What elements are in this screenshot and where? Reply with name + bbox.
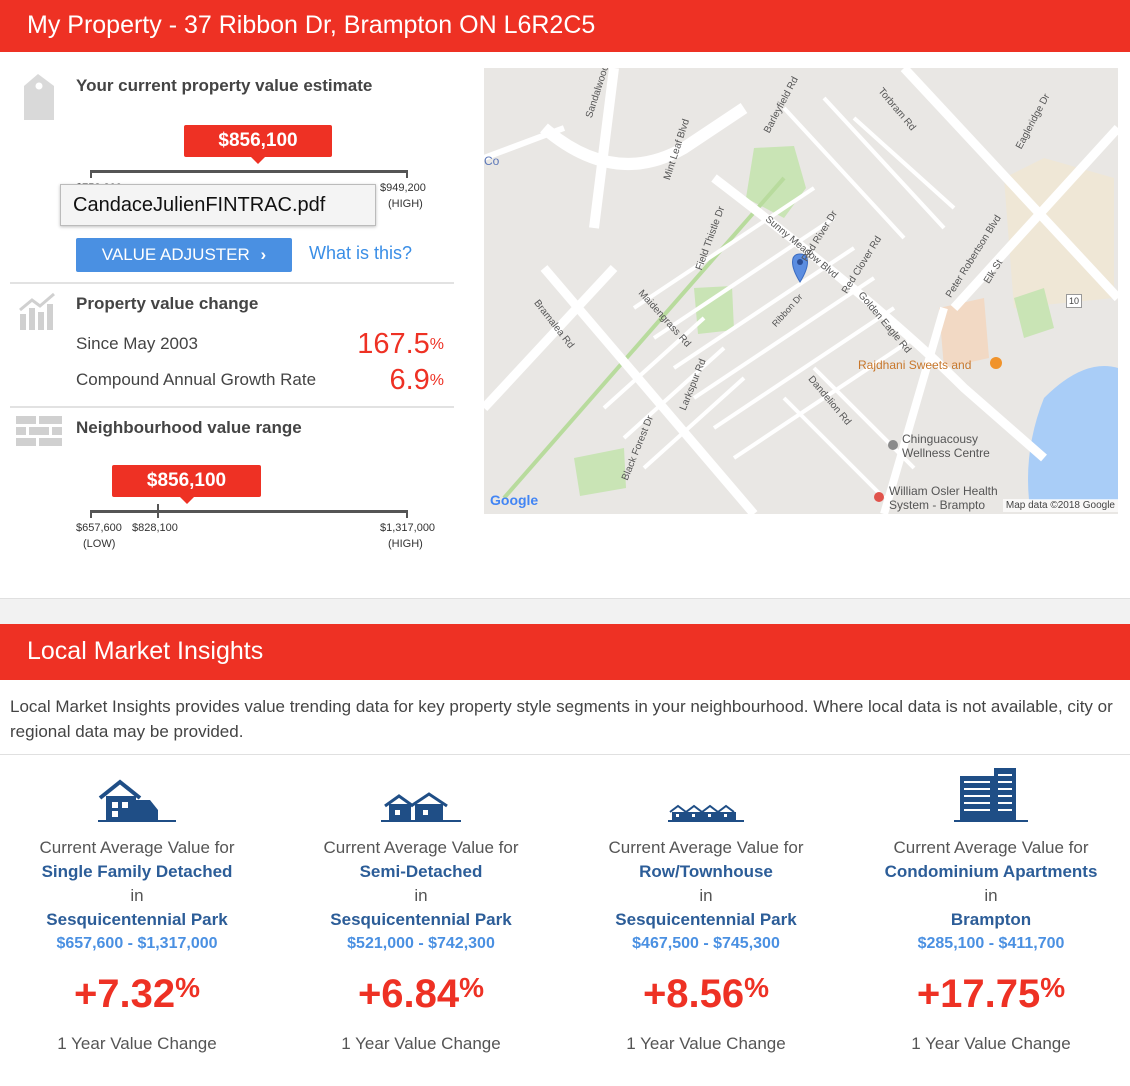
- value-change-title: Property value change: [76, 294, 259, 313]
- property-header: My Property - 37 Ribbon Dr, Brampton ON …: [0, 0, 1130, 52]
- segment-link[interactable]: Row/Townhouse: [639, 862, 773, 881]
- segment-link[interactable]: Condominium Apartments: [884, 862, 1098, 881]
- price-tag-icon: [24, 74, 54, 120]
- hospital-icon: [874, 492, 884, 502]
- map-label: Co: [484, 154, 500, 168]
- value-adjuster-label: VALUE ADJUSTER: [101, 245, 250, 264]
- map-label: Wellness Centre: [902, 446, 990, 460]
- value-range: $657,600 - $1,317,000: [56, 935, 218, 952]
- map-label: Rajdhani Sweets and: [858, 358, 972, 372]
- neighbourhood-value-pill: $856,100: [112, 465, 261, 504]
- chevron-right-icon: ›: [260, 245, 267, 264]
- since-label: Since May 2003: [76, 334, 198, 353]
- map-attribution: Map data ©2018 Google: [1002, 499, 1118, 512]
- since-value: 167.5%: [357, 328, 444, 360]
- map-canvas: [484, 68, 1118, 514]
- area-link[interactable]: Sesquicentennial Park: [46, 910, 228, 929]
- estimate-title: Your current property value estimate: [76, 76, 373, 95]
- divider: [10, 406, 454, 408]
- value-adjuster-button[interactable]: VALUE ADJUSTER ›: [76, 238, 292, 272]
- map-poi-icon: [888, 440, 898, 450]
- insights-intro: Local Market Insights provides value tre…: [10, 697, 1113, 741]
- segment-link[interactable]: Single Family Detached: [41, 862, 233, 881]
- insight-townhouse: Current Average Value for Row/Townhouse …: [581, 762, 831, 1056]
- segment-link[interactable]: Semi-Detached: [359, 862, 483, 881]
- insights-header: Local Market Insights: [0, 624, 1130, 680]
- google-logo: Google: [490, 492, 539, 508]
- neighbourhood-title: Neighbourhood value range: [76, 418, 302, 437]
- area-link[interactable]: Sesquicentennial Park: [615, 910, 797, 929]
- estimate-high-label: (HIGH): [388, 198, 423, 210]
- cagr-label: Compound Annual Growth Rate: [76, 370, 317, 389]
- value-change: +7.32%: [73, 972, 201, 1016]
- estimate-value-pill: $856,100: [184, 125, 332, 164]
- neighbourhood-low-label: (LOW): [83, 538, 116, 550]
- estimate-high-value: $949,200: [380, 182, 426, 194]
- brick-wall-icon: [16, 416, 62, 446]
- neighbourhood-range-bar: [90, 510, 408, 513]
- insight-semi-detached: Current Average Value for Semi-Detached …: [296, 762, 546, 1056]
- estimate-range-bar: [90, 170, 408, 173]
- section-separator: [0, 598, 1130, 624]
- neighbourhood-marker: [157, 504, 159, 518]
- neighbourhood-low-value: $657,600: [76, 522, 122, 534]
- bar-chart-growth-icon: [19, 292, 55, 330]
- area-link[interactable]: Sesquicentennial Park: [330, 910, 512, 929]
- map-label: Chinguacousy: [902, 432, 979, 446]
- value-range: $521,000 - $742,300: [347, 935, 495, 952]
- insight-single-family: Current Average Value for Single Family …: [12, 762, 262, 1056]
- highway-shield-icon: 10: [1066, 294, 1082, 308]
- divider: [10, 282, 454, 284]
- area-link[interactable]: Brampton: [950, 910, 1032, 929]
- cagr-value: 6.9%: [389, 364, 444, 396]
- file-tooltip: CandaceJulienFINTRAC.pdf: [60, 184, 376, 226]
- single-family-house-icon: [98, 779, 176, 822]
- map-label: System - Brampto: [889, 498, 986, 512]
- restaurant-icon: [990, 357, 1002, 369]
- what-is-this-link[interactable]: What is this?: [309, 243, 413, 263]
- townhouse-icon: [668, 804, 744, 822]
- condo-building-icon: [954, 768, 1028, 822]
- divider: [0, 754, 1130, 755]
- value-range: $285,100 - $411,700: [917, 935, 1065, 952]
- insight-condominium: Current Average Value for Condominium Ap…: [866, 762, 1116, 1056]
- value-change: +8.56%: [642, 972, 770, 1016]
- property-map[interactable]: Co Sandalwood Pkwy E Mint Leaf Blvd Barl…: [484, 68, 1118, 514]
- neighbourhood-high-value: $1,317,000: [380, 522, 436, 534]
- neighbourhood-high-label: (HIGH): [388, 538, 423, 550]
- value-range: $467,500 - $745,300: [632, 935, 780, 952]
- map-label: William Osler Health: [889, 484, 998, 498]
- value-change: +17.75%: [916, 972, 1066, 1016]
- neighbourhood-mid-value: $828,100: [132, 522, 178, 534]
- value-change: +6.84%: [357, 972, 485, 1016]
- semi-detached-icon: [381, 792, 461, 822]
